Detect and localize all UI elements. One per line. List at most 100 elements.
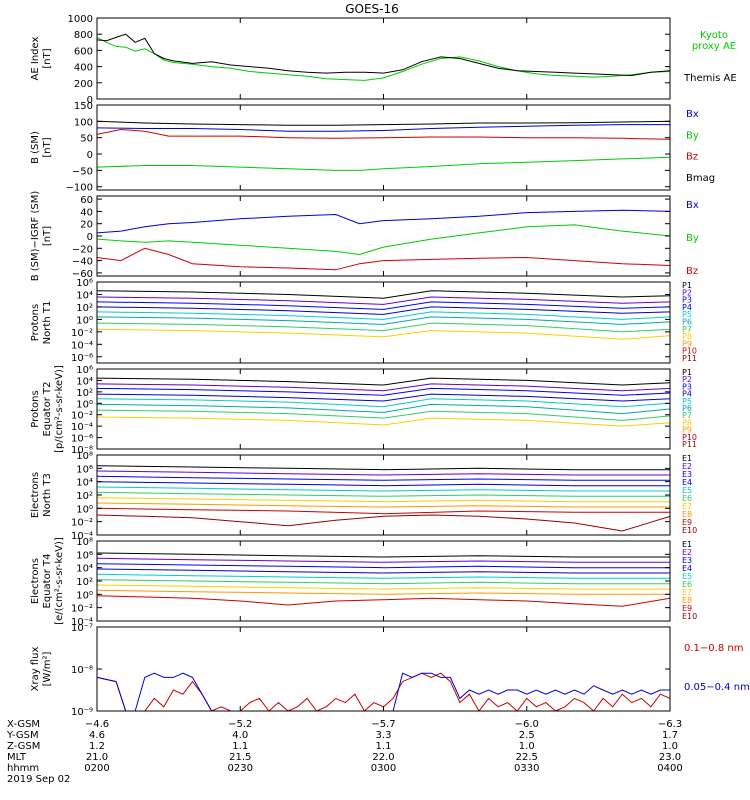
panel-frame	[96, 368, 671, 450]
y-tick-label: 10⁻⁴	[71, 422, 93, 433]
panel-frame	[96, 104, 671, 191]
x-row-value: 1.0	[519, 741, 535, 752]
series-line-en-3	[97, 481, 670, 487]
legend-entry: P9	[682, 426, 692, 435]
legend-entry: proxy AE	[692, 41, 736, 52]
y-tick-label: 10⁻²	[71, 518, 93, 529]
x-row-value: 0230	[228, 763, 253, 774]
legend-entry: E4	[682, 564, 692, 573]
series-line-en-2	[97, 475, 670, 481]
legend-entry: E7	[682, 502, 692, 511]
y-axis-label: North T1	[42, 301, 53, 345]
y-tick-label: 10⁴	[76, 564, 93, 575]
x-axis-table: X-GSM −4.6 −5.2 −5.7 −6.0 −6.3 Y-GSM 4.6 4.0 3.3 2…	[6, 719, 683, 785]
series-line-bigrf-2	[97, 247, 670, 271]
x-row-value: 1.0	[662, 741, 678, 752]
legend-entry: P8	[682, 418, 692, 427]
y-tick-label: 10⁸	[76, 537, 93, 548]
x-row-label: X-GSM	[7, 719, 40, 730]
legend-entry: E5	[682, 572, 692, 581]
x-row-value: 1.1	[376, 741, 392, 752]
y-axis-label: AE Index	[30, 36, 41, 80]
x-row-value: 4.6	[89, 730, 105, 741]
legend-entry: P11	[682, 440, 697, 449]
y-tick-label: 150	[74, 101, 93, 112]
y-tick-label: 10²	[76, 491, 93, 502]
legend-entry: P11	[682, 354, 697, 363]
y-axis-label: Equator T4	[42, 554, 53, 609]
y-axis-label: B (SM)	[30, 131, 41, 164]
legend-entry: P10	[682, 433, 697, 442]
y-tick-label: 10⁰	[76, 399, 93, 410]
legend-entry: Bx	[686, 109, 699, 120]
panel-bsm: −100 −50 0 50 100 150 B (SM) [nT] Bx By Bz Bmag	[30, 101, 715, 194]
y-tick-label: 400	[74, 63, 93, 74]
date-label: 2019 Sep 02	[7, 774, 70, 785]
legend-entry: E3	[682, 470, 692, 479]
y-axis-label: Equator T2	[42, 382, 53, 437]
y-tick-label: 10⁻⁴	[71, 531, 93, 542]
series-line-en-6	[97, 497, 670, 503]
y-tick-label: 10⁻⁸	[71, 445, 93, 456]
x-row-value: −4.6	[85, 719, 109, 730]
y-tick-label: 10⁴	[76, 376, 93, 387]
x-row-value: 4.0	[232, 730, 248, 741]
legend-entry: By	[686, 233, 699, 244]
x-row-value: 22.0	[372, 752, 394, 763]
series-line-bsm-0	[97, 120, 670, 126]
x-row-value: −6.0	[515, 719, 539, 730]
legend-entry: Bx	[686, 200, 699, 211]
panel-ee: 10⁸ 10⁶ 10⁴ 10² 10⁰ 10⁻² 10⁻⁴ Electrons Equator …	[30, 537, 697, 628]
legend-entry: Bz	[686, 266, 698, 277]
legend-entry: By	[686, 130, 699, 141]
series-line-pe-4	[97, 398, 670, 408]
legend-entry: P2	[682, 288, 692, 297]
series-line-pe-2	[97, 387, 670, 396]
y-tick-label: 40	[80, 207, 93, 218]
series-line-pn-1	[97, 296, 670, 305]
legend-entry: P6	[682, 318, 692, 327]
panel-en: 10⁸ 10⁶ 10⁴ 10² 10⁰ 10⁻² 10⁻⁴ Electrons North T3…	[30, 451, 697, 542]
legend-entry: E6	[682, 580, 692, 589]
series-line-ee-7	[97, 589, 670, 595]
panel-xray: 10⁻⁷ 10⁻⁸ 10⁻⁹ Xray flux [W/m²] 0.1−0.8 nm 0.0…	[30, 623, 750, 718]
y-tick-label: 10⁻⁷	[71, 623, 93, 634]
y-tick-label: 10⁻⁴	[71, 617, 93, 628]
x-row-value: 21.5	[229, 752, 251, 763]
y-tick-label: 50	[80, 134, 93, 145]
x-row-label: hhmm	[7, 763, 39, 774]
x-row-value: −6.3	[658, 719, 682, 730]
y-axis-label: Electrons	[30, 472, 41, 518]
series-line-ae-1	[97, 33, 670, 77]
series-line-bsm-3	[97, 156, 670, 171]
panel-frame	[96, 626, 671, 712]
x-row-value: 22.5	[516, 752, 538, 763]
series-line-pe-1	[97, 383, 670, 392]
y-tick-label: 800	[74, 30, 93, 41]
legend-entry: E10	[682, 526, 697, 535]
series-line-ee-6	[97, 584, 670, 590]
legend-entry: P8	[682, 332, 692, 341]
series-line-en-0	[97, 465, 670, 471]
legend-entry: E2	[682, 548, 692, 557]
x-row-value: 0400	[657, 763, 682, 774]
y-tick-label: 0	[87, 95, 93, 106]
legend-entry: P3	[682, 296, 692, 305]
y-tick-label: −100	[66, 183, 93, 194]
series-line-xray-1	[97, 672, 670, 711]
series-line-ee-4	[97, 573, 670, 579]
x-row-label: Y-GSM	[6, 730, 39, 741]
x-row-value: 3.3	[376, 730, 392, 741]
y-tick-label: 10⁰	[76, 590, 93, 601]
y-tick-label: 100	[74, 117, 93, 128]
y-axis-label: Xray flux	[30, 647, 41, 692]
legend-entry: Kyoto	[700, 30, 728, 41]
x-row-label: MLT	[7, 752, 27, 763]
legend-entry: 0.05−0.4 nm	[684, 682, 750, 693]
y-tick-label: 10⁶	[76, 550, 93, 561]
legend-entry: P10	[682, 347, 697, 356]
series-line-pn-3	[97, 306, 670, 315]
x-row-value: 1.1	[232, 741, 248, 752]
series-line-en-4	[97, 486, 670, 492]
